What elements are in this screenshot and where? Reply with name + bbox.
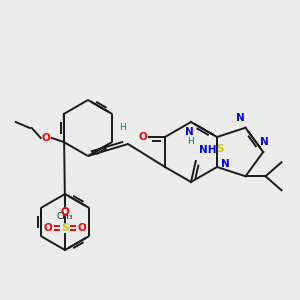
Text: O: O — [139, 132, 147, 142]
Text: O: O — [78, 223, 86, 233]
Text: S: S — [216, 144, 224, 154]
Text: N: N — [260, 137, 268, 147]
Text: CH₃: CH₃ — [57, 212, 73, 221]
Text: H: H — [120, 123, 126, 132]
Text: O: O — [61, 207, 69, 217]
Text: NH: NH — [199, 145, 217, 155]
Text: H: H — [187, 137, 194, 146]
Text: S: S — [61, 223, 69, 233]
Text: N: N — [221, 159, 230, 169]
Text: O: O — [41, 133, 50, 143]
Text: N: N — [184, 127, 194, 137]
Text: O: O — [44, 223, 52, 233]
Text: N: N — [236, 113, 244, 123]
